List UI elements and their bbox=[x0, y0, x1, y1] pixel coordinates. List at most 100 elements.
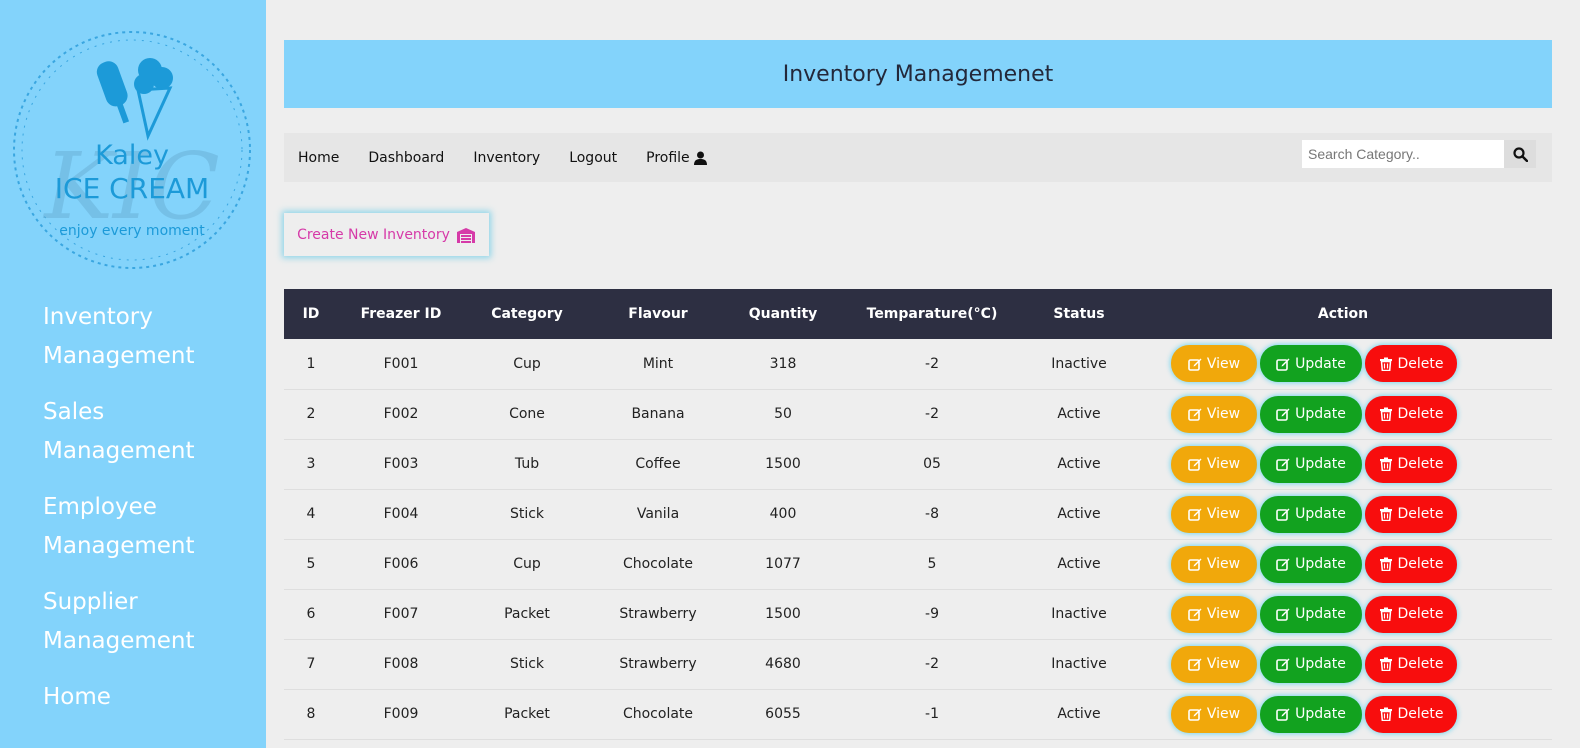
view-button[interactable]: View bbox=[1171, 495, 1257, 533]
update-button[interactable]: Update bbox=[1260, 645, 1362, 683]
view-button-label: View bbox=[1206, 355, 1241, 372]
user-icon bbox=[693, 151, 707, 165]
view-button[interactable]: View bbox=[1171, 545, 1257, 583]
update-button[interactable]: Update bbox=[1260, 695, 1362, 733]
table-header-row: ID Freazer ID Category Flavour Quantity … bbox=[284, 289, 1552, 339]
delete-button[interactable]: Delete bbox=[1365, 445, 1457, 483]
edit-icon bbox=[1276, 658, 1290, 671]
delete-button-label: Delete bbox=[1397, 556, 1444, 572]
delete-button[interactable]: Delete bbox=[1365, 695, 1457, 733]
cell-flavour: Strawberry bbox=[619, 606, 697, 622]
cell-freezer-id: F003 bbox=[383, 456, 419, 472]
cell-temperature: -2 bbox=[925, 656, 939, 672]
update-button[interactable]: Update bbox=[1260, 495, 1362, 533]
cell-id: 1 bbox=[306, 355, 316, 372]
cell-actions: View Update Delete bbox=[1134, 389, 1552, 439]
view-button[interactable]: View bbox=[1171, 645, 1257, 683]
sidebar-item-inventory-management[interactable]: Inventory Management bbox=[43, 304, 195, 369]
edit-icon bbox=[1276, 458, 1290, 471]
view-button-label: View bbox=[1206, 556, 1241, 572]
delete-button[interactable]: Delete bbox=[1365, 345, 1457, 383]
cell-quantity: 50 bbox=[774, 406, 792, 422]
delete-button[interactable]: Delete bbox=[1365, 495, 1457, 533]
nav-link-home[interactable]: Home bbox=[298, 149, 340, 166]
update-button-label: Update bbox=[1295, 606, 1346, 622]
cell-flavour: Coffee bbox=[635, 456, 681, 472]
cell-actions: View Update Delete bbox=[1134, 489, 1552, 539]
update-button-label: Update bbox=[1295, 456, 1346, 472]
row-actions: View Update Delete bbox=[1134, 695, 1552, 733]
search-button[interactable] bbox=[1504, 140, 1536, 168]
view-button[interactable]: View bbox=[1171, 695, 1257, 733]
sidebar-item-home[interactable]: Home bbox=[43, 684, 111, 710]
trash-icon bbox=[1379, 707, 1392, 721]
create-new-inventory-button[interactable]: Create New Inventory bbox=[284, 213, 489, 256]
cell-category: Cup bbox=[513, 355, 541, 372]
sidebar-item-supplier-management[interactable]: Supplier Management bbox=[43, 589, 195, 654]
row-actions: View Update Delete bbox=[1134, 595, 1552, 633]
delete-button[interactable]: Delete bbox=[1365, 645, 1457, 683]
nav-link-profile-label: Profile bbox=[646, 149, 690, 166]
cell-category: Stick bbox=[509, 506, 545, 522]
delete-button[interactable]: Delete bbox=[1365, 545, 1457, 583]
update-button[interactable]: Update bbox=[1260, 445, 1362, 483]
cell-status: Inactive bbox=[1051, 355, 1107, 372]
edit-icon bbox=[1188, 358, 1202, 371]
row-actions: View Update Delete bbox=[1134, 495, 1552, 533]
trash-icon bbox=[1379, 657, 1392, 671]
edit-icon bbox=[1276, 508, 1290, 521]
column-header-freezer-id: Freazer ID bbox=[360, 306, 442, 322]
nav-link-logout[interactable]: Logout bbox=[569, 149, 618, 166]
cell-id: 6 bbox=[306, 606, 316, 622]
edit-icon bbox=[1188, 658, 1202, 671]
sidebar-item-employee-management[interactable]: Employee Management bbox=[43, 494, 195, 559]
cell-actions: View Update Delete bbox=[1134, 439, 1552, 489]
cell-category: Packet bbox=[504, 706, 550, 722]
view-button[interactable]: View bbox=[1171, 595, 1257, 633]
view-button-label: View bbox=[1206, 406, 1241, 422]
delete-button-label: Delete bbox=[1397, 656, 1444, 672]
edit-icon bbox=[1188, 608, 1202, 621]
cell-category: Tub bbox=[514, 456, 540, 472]
view-button[interactable]: View bbox=[1171, 445, 1257, 483]
row-actions: View Update Delete bbox=[1134, 395, 1552, 433]
edit-icon bbox=[1188, 408, 1202, 421]
nav-link-inventory[interactable]: Inventory bbox=[473, 149, 541, 166]
edit-icon bbox=[1276, 558, 1290, 571]
brand-logo: KIC Kaley ICE CREAM enjoy every moment bbox=[10, 28, 254, 272]
delete-button[interactable]: Delete bbox=[1365, 395, 1457, 433]
edit-icon bbox=[1188, 458, 1202, 471]
cell-actions: View Update Delete bbox=[1134, 689, 1552, 739]
search-input[interactable] bbox=[1302, 140, 1504, 168]
cell-temperature: -2 bbox=[925, 355, 939, 372]
update-button[interactable]: Update bbox=[1260, 595, 1362, 633]
edit-icon bbox=[1276, 708, 1290, 721]
cell-id: 8 bbox=[306, 706, 316, 722]
row-actions: View Update Delete bbox=[1134, 545, 1552, 583]
view-button[interactable]: View bbox=[1171, 345, 1257, 383]
inventory-table: ID Freazer ID Category Flavour Quantity … bbox=[284, 289, 1552, 740]
edit-icon bbox=[1276, 358, 1290, 371]
view-button[interactable]: View bbox=[1171, 395, 1257, 433]
nav-link-dashboard[interactable]: Dashboard bbox=[368, 149, 445, 166]
cell-flavour: Mint bbox=[642, 355, 674, 372]
cell-quantity: 1077 bbox=[765, 556, 801, 572]
cell-status: Inactive bbox=[1051, 656, 1107, 672]
table-body: 1 F001 Cup Mint 318 -2 Inactive View Upd… bbox=[284, 339, 1552, 739]
delete-button-label: Delete bbox=[1397, 406, 1444, 422]
update-button[interactable]: Update bbox=[1260, 395, 1362, 433]
cell-quantity: 1500 bbox=[765, 456, 801, 472]
update-button[interactable]: Update bbox=[1260, 345, 1362, 383]
row-actions: View Update Delete bbox=[1134, 345, 1552, 383]
nav-link-profile[interactable]: Profile bbox=[646, 150, 707, 166]
cell-quantity: 1500 bbox=[765, 606, 801, 622]
search-icon bbox=[1512, 146, 1528, 162]
cell-status: Active bbox=[1057, 706, 1101, 722]
edit-icon bbox=[1188, 708, 1202, 721]
table-row: 1 F001 Cup Mint 318 -2 Inactive View Upd… bbox=[284, 339, 1552, 389]
sidebar-item-sales-management[interactable]: Sales Management bbox=[43, 399, 195, 464]
delete-button-label: Delete bbox=[1397, 456, 1444, 472]
cell-actions: View Update Delete bbox=[1134, 539, 1552, 589]
delete-button[interactable]: Delete bbox=[1365, 595, 1457, 633]
update-button[interactable]: Update bbox=[1260, 545, 1362, 583]
